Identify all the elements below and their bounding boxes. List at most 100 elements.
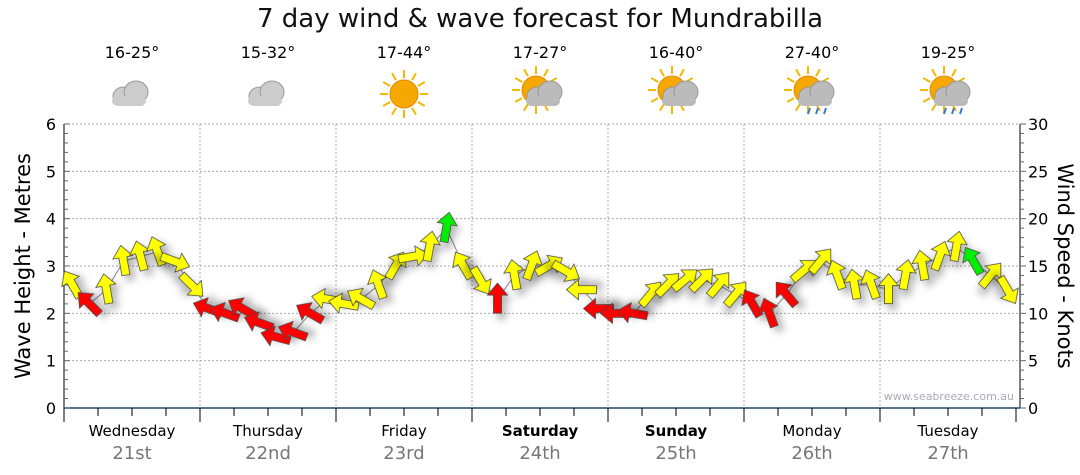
cloud-base: [526, 96, 560, 106]
wind-arrow: [895, 259, 917, 291]
wind-arrow: [95, 273, 117, 305]
day-temp: 15-32°: [241, 43, 296, 62]
sun-ray: [922, 77, 931, 83]
day-name: Sunday: [645, 422, 708, 440]
day-date: 25th: [655, 443, 696, 464]
chart-title: 7 day wind & wave forecast for Mundrabil…: [256, 4, 824, 34]
wind-arrow: [347, 287, 377, 311]
wind-arrow: [826, 259, 847, 291]
cloud-base: [248, 96, 282, 106]
sun-ray: [659, 68, 665, 77]
sun-ray: [931, 103, 937, 112]
partly-cloudy-icon: [648, 66, 699, 114]
y-tick-label: 3: [46, 257, 56, 276]
y-tick-label: 0: [46, 399, 56, 418]
day-name: Saturday: [502, 422, 579, 440]
wind-arrow: [159, 252, 191, 273]
y-tick-label: 5: [46, 162, 56, 181]
y-tick-label: 2: [46, 304, 56, 323]
y-tick-label: 1: [46, 352, 56, 371]
wind-arrow: [112, 244, 134, 277]
wind-arrow: [77, 292, 103, 318]
wind-arrow: [877, 273, 900, 305]
wind-arrow: [296, 302, 326, 325]
y2-tick-label: 20: [1028, 210, 1048, 229]
wind-arrow: [436, 211, 458, 244]
sun-ray: [523, 68, 529, 77]
day-date: 21st: [112, 443, 151, 464]
sun-ray: [951, 68, 957, 77]
day-temp: 16-25°: [105, 43, 160, 62]
wind-arrow: [503, 259, 525, 291]
cloud-base: [662, 96, 696, 106]
y2-tick-label: 5: [1028, 352, 1038, 371]
wind-arrow: [469, 265, 492, 295]
wind-arrow: [705, 272, 730, 299]
y2-tick-label: 30: [1028, 115, 1048, 134]
wind-arrow: [962, 246, 985, 276]
sun-ray: [391, 107, 397, 116]
wind-arrow: [930, 240, 951, 272]
wind-arrow: [582, 297, 614, 320]
wind-arrow: [946, 230, 968, 263]
sun: [389, 79, 419, 109]
y-tick-label: 6: [46, 115, 56, 134]
sun-ray: [543, 68, 549, 77]
rain-drop: [823, 107, 827, 115]
wind-arrow: [775, 281, 800, 309]
wind-arrow: [260, 325, 292, 347]
day-date: 22nd: [245, 443, 291, 464]
day-temp: 17-44°: [377, 43, 432, 62]
sun-ray: [391, 72, 397, 81]
sun-ray: [931, 68, 937, 77]
sun-ray: [795, 68, 801, 77]
day-date: 27th: [927, 443, 968, 464]
sun-ray: [514, 97, 523, 103]
wind-arrow: [688, 268, 714, 294]
day-name: Tuesday: [916, 422, 978, 440]
day-date: 24th: [519, 443, 560, 464]
rain-drop: [943, 107, 947, 115]
rain-drop: [951, 107, 955, 115]
wind-arrow: [486, 282, 509, 314]
wind-arrow: [741, 289, 764, 319]
sun-ray: [659, 103, 665, 112]
sun-ray: [417, 101, 426, 107]
cloudy-icon: [248, 80, 285, 106]
y2-tick-label: 10: [1028, 304, 1048, 323]
wind-arrow: [617, 302, 649, 324]
sun-ray: [523, 103, 529, 112]
sun-ray: [795, 103, 801, 112]
cloud-base: [112, 96, 146, 106]
wind-arrow: [328, 292, 360, 314]
sun-ray: [417, 81, 426, 87]
sun-ray: [679, 68, 685, 77]
sun-ray: [411, 72, 417, 81]
y-tick-label: 4: [46, 210, 56, 229]
wind-arrow: [860, 269, 881, 300]
sunny-icon: [380, 70, 428, 118]
cloudy-icon: [112, 80, 149, 106]
sun-ray: [382, 81, 391, 87]
sun-ray: [514, 77, 523, 83]
cloud-base: [934, 96, 968, 106]
day-name: Monday: [782, 422, 841, 440]
wind-arrow: [565, 278, 597, 301]
sun-ray: [786, 97, 795, 103]
y2-axis-label: Wind Speed - Knots: [1053, 163, 1077, 368]
day-temp: 17-27°: [513, 43, 568, 62]
sun-ray: [815, 68, 821, 77]
y2-tick-label: 25: [1028, 162, 1048, 181]
cloud-base: [798, 96, 832, 106]
wind-arrow: [277, 320, 309, 342]
wind-arrow: [996, 274, 1019, 305]
shower-icon: [920, 66, 971, 115]
sun-ray: [650, 97, 659, 103]
wind-arrow: [367, 269, 388, 300]
day-temp: 19-25°: [921, 43, 976, 62]
sun-ray: [411, 107, 417, 116]
wind-arrow: [758, 297, 779, 329]
sun-ray: [786, 77, 795, 83]
